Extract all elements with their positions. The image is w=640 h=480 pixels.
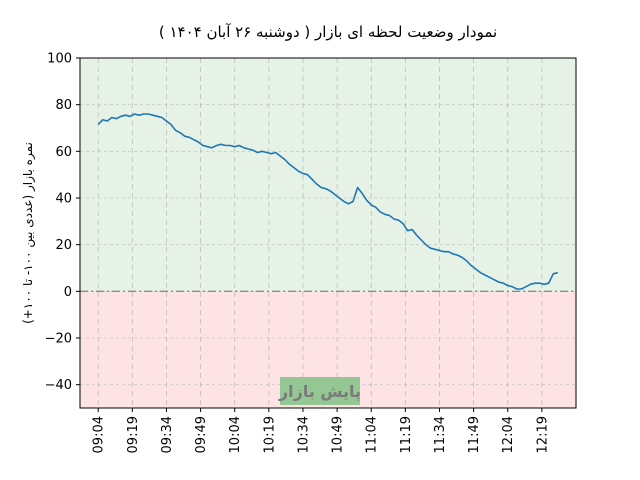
x-tick-label: 11:04 <box>365 416 380 453</box>
y-tick-label: 40 <box>55 192 72 207</box>
y-tick-label: 80 <box>55 98 72 113</box>
watermark-box <box>280 377 360 405</box>
x-tick-label: 10:04 <box>228 416 243 453</box>
x-tick-label: 12:19 <box>535 416 550 453</box>
y-tick-label: 60 <box>55 145 72 160</box>
series-layer <box>97 113 558 290</box>
y-tick-label: 0 <box>64 285 72 300</box>
x-tick-label: 09:34 <box>160 416 175 453</box>
x-axis: 09:04 09:19 09:34 09:49 10:04 10:19 10:34 10:49… <box>92 408 550 453</box>
series-line <box>97 113 558 290</box>
x-tick-label: 09:49 <box>194 416 209 453</box>
watermark-label: پایش بازار <box>278 382 361 402</box>
x-tick-label: 10:49 <box>331 416 346 453</box>
x-tick-label: 11:34 <box>433 416 448 453</box>
chart-title: نمودار وضعیت لحظه ای بازار ( دوشنبه ۲۶ آ… <box>159 23 497 41</box>
x-tick-label: 12:04 <box>501 416 516 453</box>
background-regions <box>80 58 576 408</box>
y-tick-label: −20 <box>45 332 72 347</box>
watermark-badge: پایش بازار <box>278 377 361 405</box>
x-tick-label: 11:19 <box>399 416 414 453</box>
x-tick-label: 10:19 <box>262 416 277 453</box>
x-tick-label: 09:19 <box>126 416 141 453</box>
x-tick-label: 09:04 <box>92 416 107 453</box>
y-axis-label: نمره بازار (عددی بین ۱۰۰- تا ۱۰۰+) <box>21 142 36 324</box>
plot-frame <box>79 57 577 409</box>
y-tick-label: 100 <box>47 52 72 67</box>
positive-region <box>80 58 576 292</box>
y-axis: −40 −20 0 20 40 60 80 100 <box>45 52 80 393</box>
y-tick-label: −40 <box>45 378 72 393</box>
x-tick-label: 10:34 <box>296 416 311 453</box>
y-tick-label: 20 <box>55 238 72 253</box>
x-tick-label: 11:49 <box>467 416 482 453</box>
